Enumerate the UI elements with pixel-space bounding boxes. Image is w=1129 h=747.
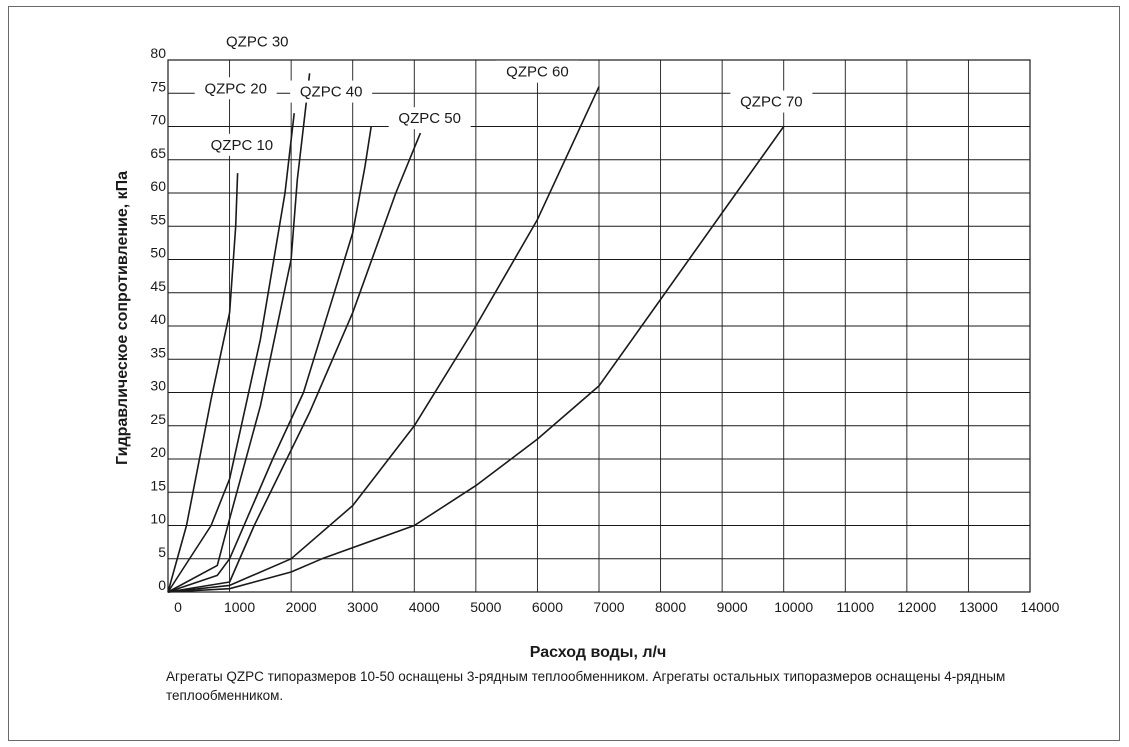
series-label: QZPC 60: [506, 64, 569, 81]
x-tick-label: 13000: [959, 599, 998, 615]
y-tick-label: 80: [150, 45, 166, 61]
y-tick-label: 65: [150, 145, 166, 161]
y-tick-label: 55: [150, 211, 166, 227]
series-label: QZPC 70: [740, 94, 803, 111]
series-line: [167, 126, 785, 593]
y-tick-label: 5: [158, 544, 166, 560]
chart-series: [167, 73, 785, 593]
series-label-backdrop: [388, 107, 471, 130]
x-tick-label: 3000: [347, 599, 378, 615]
x-tick-label: 4000: [409, 599, 440, 615]
series-label-backdrop: [216, 30, 299, 53]
x-tick-label: 14000: [1021, 599, 1060, 615]
series-line: [167, 173, 239, 593]
series-label: QZPC 10: [211, 137, 274, 154]
y-tick-label: 25: [150, 411, 166, 427]
x-tick-label: 0: [174, 599, 182, 615]
chart-series-labels: QZPC 10 QZPC 20 QZPC 30 QZPC 40 QZPC 50 QZPC …: [194, 30, 813, 156]
x-tick-label: 6000: [532, 599, 563, 615]
y-tick-label: 70: [150, 112, 166, 128]
series-label: QZPC 40: [300, 84, 363, 101]
x-tick-label: 9000: [717, 599, 748, 615]
series-label: QZPC 30: [226, 34, 289, 51]
series-label: QZPC 20: [204, 80, 267, 97]
y-tick-label: 45: [150, 278, 166, 294]
series-label: QZPC 50: [398, 110, 461, 127]
y-tick-label: 40: [150, 311, 166, 327]
series-line: [167, 86, 600, 593]
x-axis-title: Расход воды, л/ч: [530, 644, 667, 661]
y-tick-label: 0: [158, 577, 166, 593]
y-tick-label: 75: [150, 78, 166, 94]
series-line: [167, 132, 422, 593]
y-axis-title: Гидравлическое сопротивление, кПа: [114, 171, 131, 465]
footnote: Агрегаты QZPC типоразмеров 10-50 оснащен…: [166, 669, 1006, 703]
x-tick-label: 2000: [286, 599, 317, 615]
y-tick-label: 30: [150, 378, 166, 394]
series-line: [167, 126, 372, 593]
series-label-backdrop: [290, 80, 373, 103]
series-line: [167, 73, 311, 593]
x-tick-label: 11000: [836, 599, 874, 615]
y-tick-label: 50: [150, 245, 166, 261]
y-tick-label: 10: [150, 511, 166, 527]
figure-frame: [8, 6, 1120, 741]
x-tick-label: 7000: [593, 599, 624, 615]
chart-grid: [167, 59, 1031, 593]
y-tick-label: 15: [150, 477, 166, 493]
y-tick-label: 35: [150, 344, 166, 360]
series-line: [167, 113, 295, 593]
series-label-backdrop: [730, 90, 813, 113]
y-axis-ticks: 0 5 10 15 20 25 30 35 40 45 50 55 60 65 70 75 80: [150, 45, 166, 593]
x-tick-label: 12000: [897, 599, 936, 615]
y-tick-label: 20: [150, 444, 166, 460]
x-tick-label: 8000: [655, 599, 686, 615]
x-tick-label: 1000: [224, 599, 255, 615]
series-label-backdrop: [200, 133, 283, 156]
x-tick-label: 10000: [774, 599, 813, 615]
x-tick-label: 5000: [470, 599, 501, 615]
y-tick-label: 60: [150, 178, 166, 194]
series-label-backdrop: [496, 60, 579, 83]
series-label-backdrop: [194, 77, 277, 100]
x-axis-ticks: 0 1000 2000 3000 4000 5000 6000 7000 8000 9000 100…: [174, 599, 1060, 615]
